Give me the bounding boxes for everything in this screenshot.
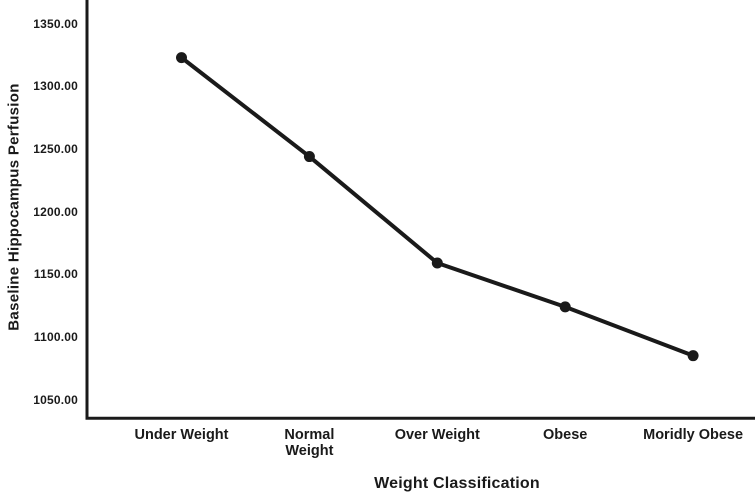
x-category-label: Obese xyxy=(543,427,588,443)
y-tick-label: 1150.00 xyxy=(33,267,78,282)
y-tick-label: 1200.00 xyxy=(33,204,78,219)
data-point-marker xyxy=(687,350,699,362)
data-point-marker xyxy=(303,151,315,163)
y-axis-title: Baseline Hippocampus Perfusion xyxy=(5,83,23,331)
x-category-label: Over Weight xyxy=(394,427,480,443)
y-tick-label: 1050.00 xyxy=(33,392,78,407)
x-category-label: Moridly Obese xyxy=(643,427,744,443)
y-tick-label: 1100.00 xyxy=(33,329,78,344)
series-line xyxy=(179,55,696,358)
x-category-label: Normal Weight xyxy=(284,427,335,459)
data-point-marker xyxy=(176,52,187,64)
data-point-marker xyxy=(559,301,571,313)
y-tick-label: 1350.00 xyxy=(33,16,78,31)
x-axis-title: Weight Classification xyxy=(374,475,540,492)
data-series-layer xyxy=(176,52,699,362)
y-tick-label: 1250.00 xyxy=(33,142,78,157)
x-category-label: Under Weight xyxy=(134,427,229,443)
data-point-marker xyxy=(431,257,443,269)
y-tick-label: 1300.00 xyxy=(33,79,78,94)
